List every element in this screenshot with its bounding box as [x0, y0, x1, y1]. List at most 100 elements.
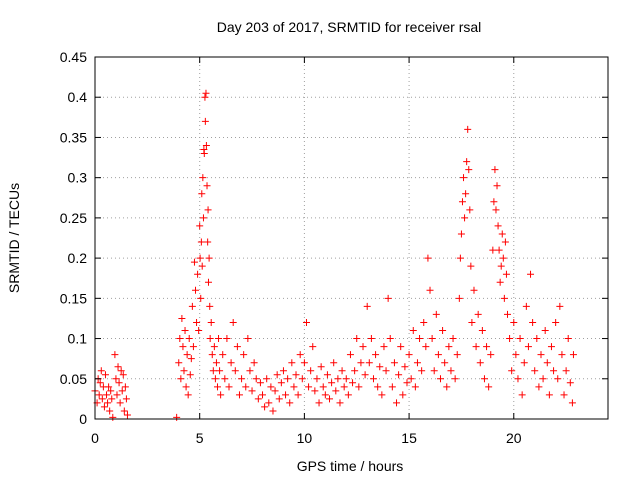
data-point — [449, 335, 457, 343]
data-point — [302, 318, 310, 326]
data-point — [502, 270, 510, 278]
y-tick-label: 0.35 — [60, 129, 87, 145]
data-point — [198, 262, 206, 270]
y-tick-label: 0 — [79, 411, 87, 427]
data-point — [527, 270, 535, 278]
data-point — [372, 351, 380, 359]
data-point — [496, 278, 504, 286]
y-tick-label: 0.2 — [68, 250, 88, 266]
data-point — [233, 343, 241, 351]
data-point — [279, 367, 287, 375]
data-point — [187, 355, 195, 363]
data-point — [206, 335, 214, 343]
data-point — [529, 318, 537, 326]
data-point — [539, 375, 547, 383]
data-point — [487, 351, 495, 359]
data-point — [292, 371, 300, 379]
data-point — [411, 383, 419, 391]
data-point — [208, 351, 216, 359]
data-point — [186, 371, 194, 379]
data-point — [267, 383, 275, 391]
data-point — [434, 351, 442, 359]
data-point — [213, 383, 221, 391]
data-point — [190, 258, 198, 266]
data-point — [296, 351, 304, 359]
data-point — [501, 238, 509, 246]
data-point — [227, 359, 235, 367]
data-point — [483, 343, 491, 351]
data-point — [407, 375, 415, 383]
data-point — [273, 371, 281, 379]
data-point — [432, 310, 440, 318]
data-point — [416, 335, 424, 343]
data-point — [118, 387, 126, 395]
data-point — [235, 391, 243, 399]
data-point — [192, 286, 200, 294]
data-point — [393, 399, 401, 407]
data-point — [533, 335, 541, 343]
data-point — [182, 383, 190, 391]
y-tick-label: 0.45 — [60, 49, 87, 65]
data-point — [568, 399, 576, 407]
data-point — [342, 375, 350, 383]
data-point — [203, 182, 211, 190]
data-point — [326, 395, 334, 403]
data-point — [441, 359, 449, 367]
data-point — [231, 367, 239, 375]
data-point — [399, 391, 407, 399]
data-point — [198, 190, 206, 198]
data-point — [313, 375, 321, 383]
data-point — [194, 270, 202, 278]
data-point — [492, 206, 500, 214]
data-point — [195, 327, 203, 335]
grid-layer — [95, 57, 608, 419]
data-point — [229, 318, 237, 326]
data-point — [497, 262, 505, 270]
data-point — [367, 335, 375, 343]
data-point — [537, 351, 545, 359]
data-point — [120, 407, 128, 415]
data-point — [453, 351, 461, 359]
data-point — [409, 327, 417, 335]
data-point — [424, 254, 432, 262]
data-point — [298, 375, 306, 383]
data-point — [246, 367, 254, 375]
data-point — [119, 371, 127, 379]
data-point — [98, 395, 106, 403]
data-point — [428, 335, 436, 343]
data-point — [503, 310, 511, 318]
data-point — [510, 318, 518, 326]
data-point — [240, 351, 248, 359]
data-point — [216, 367, 224, 375]
data-point — [369, 375, 377, 383]
data-point — [422, 343, 430, 351]
data-point — [569, 351, 577, 359]
data-point — [256, 379, 264, 387]
y-tick-label: 0.1 — [68, 331, 88, 347]
data-point — [361, 371, 369, 379]
data-point — [378, 391, 386, 399]
data-point — [206, 302, 214, 310]
data-point — [181, 327, 189, 335]
data-point — [209, 367, 217, 375]
data-point — [117, 367, 125, 375]
data-point — [520, 359, 528, 367]
data-point — [115, 379, 123, 387]
data-point — [199, 174, 207, 182]
data-point — [560, 391, 568, 399]
data-point — [107, 387, 115, 395]
x-tick-label: 5 — [196, 430, 204, 446]
data-point — [403, 379, 411, 387]
data-point — [112, 375, 120, 383]
data-point — [522, 302, 530, 310]
data-point — [386, 335, 394, 343]
data-point — [215, 335, 223, 343]
data-point — [305, 383, 313, 391]
data-point — [359, 343, 367, 351]
data-point — [199, 214, 207, 222]
data-point — [176, 335, 184, 343]
data-point — [223, 335, 231, 343]
data-point — [180, 367, 188, 375]
data-point — [319, 383, 327, 391]
